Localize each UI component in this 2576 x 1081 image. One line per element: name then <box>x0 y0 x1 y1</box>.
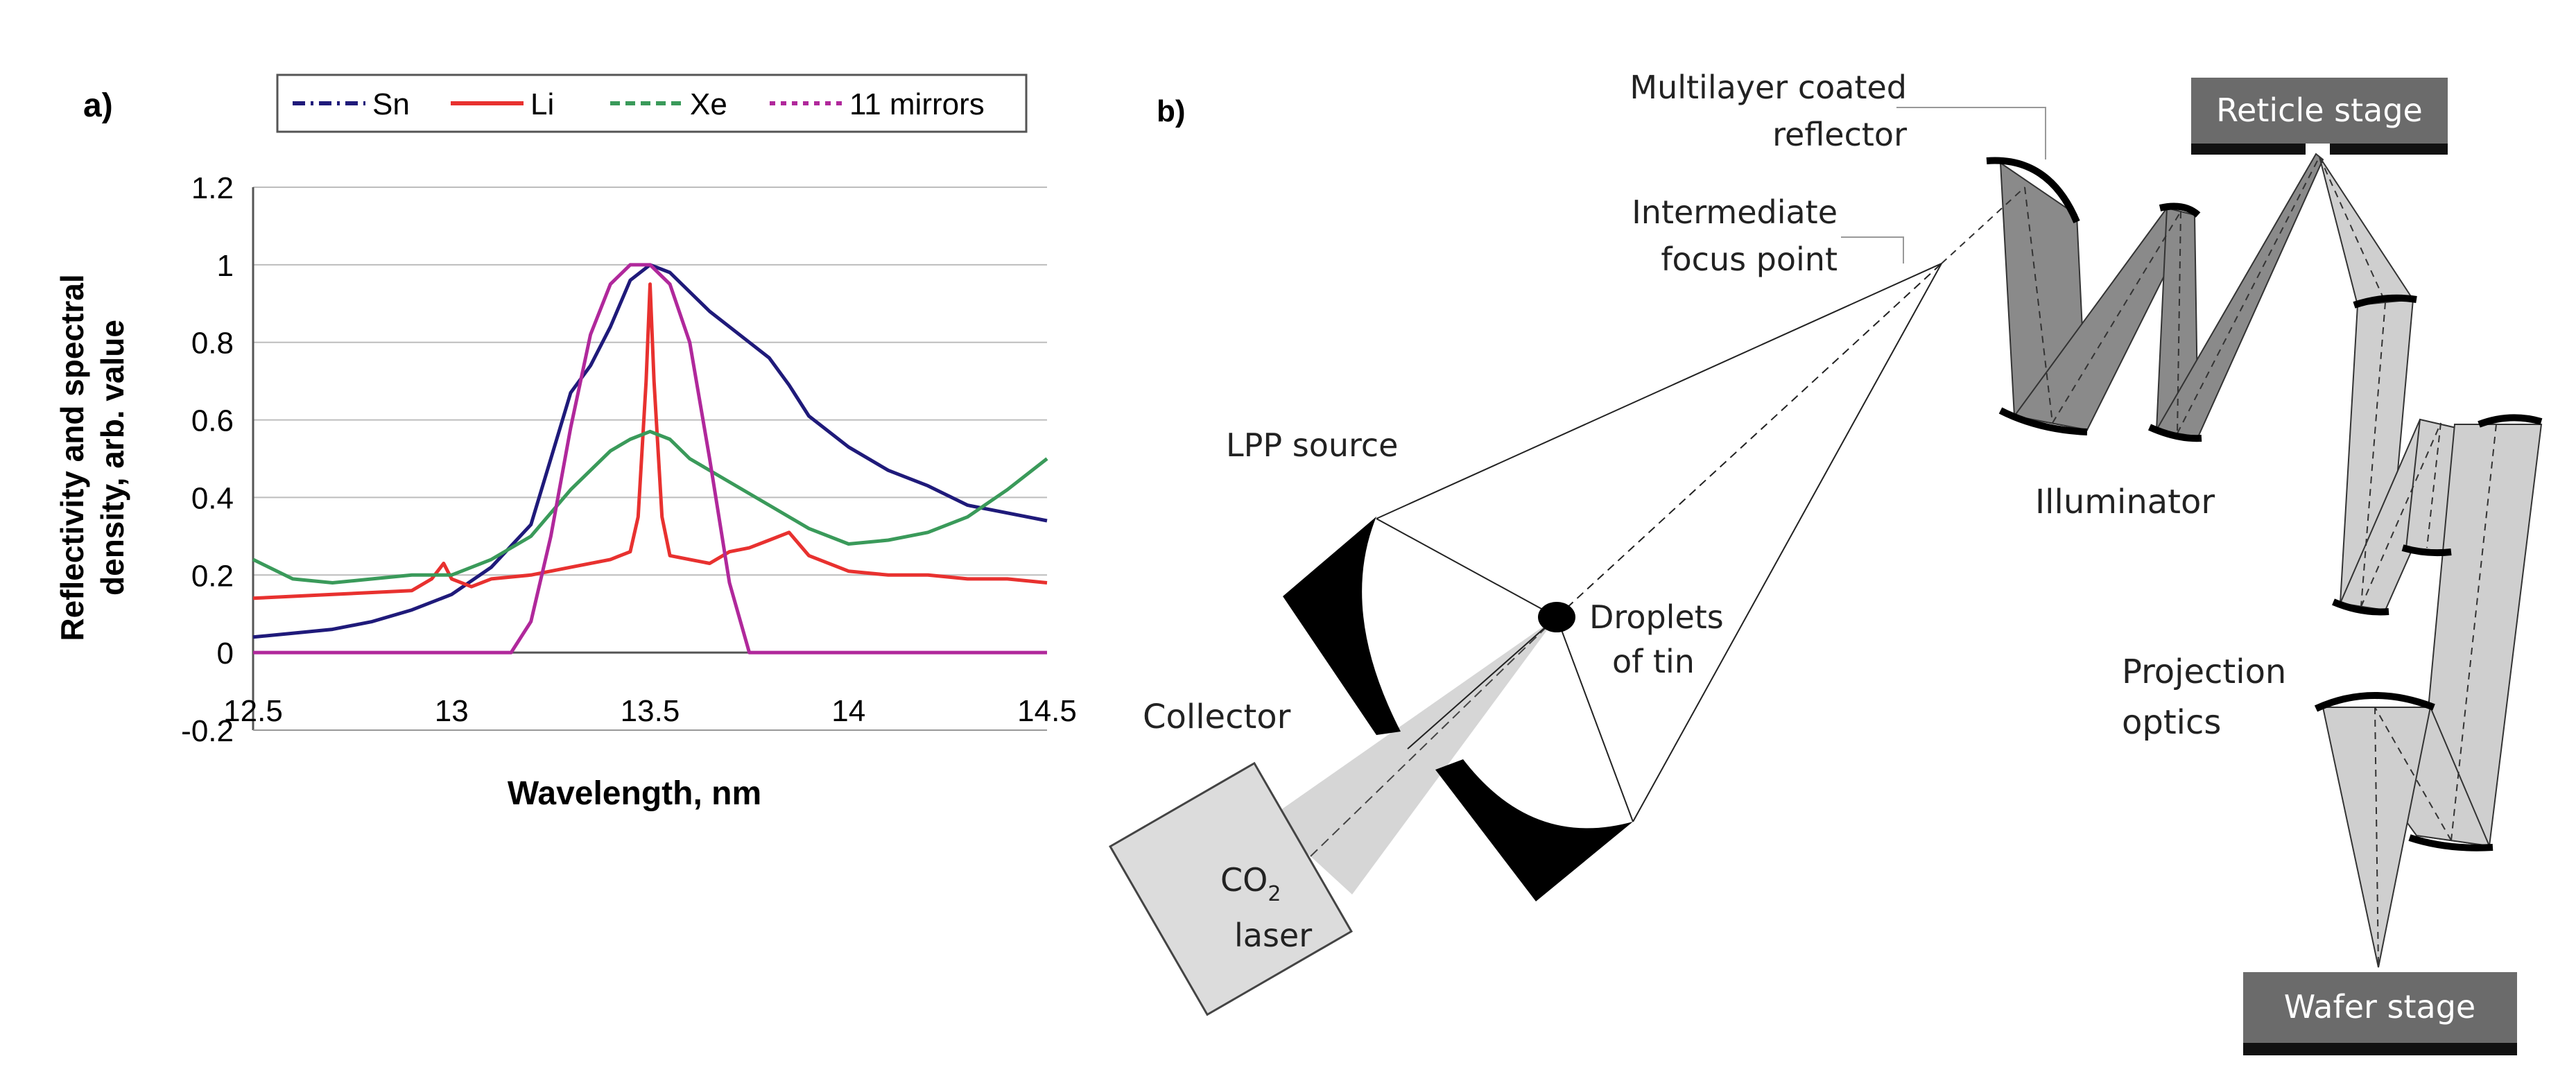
co2-laser <box>1109 761 1353 1017</box>
legend-label-li: Li <box>530 87 554 121</box>
multilayer-label-line2: reflector <box>1772 116 1907 153</box>
multilayer-label-line1: Multilayer coated <box>1630 69 1907 106</box>
intermediate-label-line1: Intermediate <box>1632 193 1838 231</box>
laser-beam <box>1269 617 1557 894</box>
multilayer-leader-line <box>1896 107 2046 159</box>
projection-mirror-2 <box>2332 598 2389 616</box>
series-line-xe <box>252 429 1048 585</box>
y-tick-label: 0.8 <box>191 327 234 361</box>
x-tick-label: 14.5 <box>1017 694 1077 728</box>
panel-b-diagram: b) CO2 laser <box>1109 69 2543 1055</box>
x-tick-label: 12.5 <box>223 694 283 728</box>
wafer-stage-bar <box>2243 1043 2517 1055</box>
reticle-stage-bar-left <box>2191 144 2306 155</box>
series-line-sn <box>252 263 1048 639</box>
intermediate-label-line2: focus point <box>1661 241 1838 278</box>
co2-subscript: 2 <box>1268 882 1281 906</box>
panel-a-chart: a) Sn Li Xe 11 mirrors -0.2 0 0.2 0.4 0.6 0.8 1 1.… <box>54 73 1077 812</box>
x-tick-label: 13 <box>435 694 469 728</box>
y-tick-label: 1 <box>217 249 234 283</box>
plot-tick-labels: -0.2 0 0.2 0.4 0.6 0.8 1 1.2 12.5 13 13.5 14 14.5 <box>181 171 1077 748</box>
wafer-stage-label: Wafer stage <box>2284 988 2475 1026</box>
y-tick-label: 0.4 <box>191 481 234 515</box>
illuminator-mirror-3 <box>2159 202 2201 218</box>
projection-mirror-1 <box>2353 294 2417 309</box>
x-tick-label: 13.5 <box>621 694 680 728</box>
reticle-stage-bar-right <box>2330 144 2448 155</box>
wafer-stage <box>2243 972 2517 1043</box>
lpp-source-label: LPP source <box>1226 426 1399 464</box>
reticle-stage <box>2191 78 2448 144</box>
x-tick-label: 14 <box>831 694 865 728</box>
projection-mirror-4 <box>2478 414 2543 428</box>
y-tick-label: 1.2 <box>191 171 234 205</box>
co2-label: CO2 <box>1220 861 1281 906</box>
y-tick-label: 0.2 <box>191 559 234 593</box>
projection-mirror-5 <box>2408 834 2493 851</box>
legend-label-xe: Xe <box>690 87 727 121</box>
collector-mirror-lower <box>1435 759 1633 901</box>
co2-laser-box <box>1109 761 1353 1017</box>
panel-a-label: a) <box>83 87 113 124</box>
projection-beam-1 <box>2319 156 2414 306</box>
plot-grid <box>253 187 1047 731</box>
y-axis-title-line1: Reflectivity and spectral <box>54 274 90 641</box>
series-line-11-mirrors <box>253 263 1047 655</box>
collector-label: Collector <box>1143 698 1291 736</box>
reticle-stage-label: Reticle stage <box>2216 92 2423 129</box>
series-line-li <box>252 282 1048 600</box>
projection-label-line2: optics <box>2122 703 2221 742</box>
laser-label: laser <box>1234 917 1312 954</box>
intermediate-leader-line <box>1841 236 1904 263</box>
droplets-label-line1: Droplets <box>1589 598 1724 636</box>
chart-legend: Sn Li Xe 11 mirrors <box>276 73 1028 133</box>
y-axis-title: Reflectivity and spectral density, arb. … <box>54 274 130 641</box>
projection-mirror-6 <box>2314 692 2435 712</box>
projection-mirror-3 <box>2401 544 2452 557</box>
laser-beam-axis <box>1310 616 1557 857</box>
plot-series <box>252 263 1048 655</box>
y-axis-title-line2: density, arb. value <box>94 320 130 596</box>
illuminator-mirror-4 <box>2147 424 2202 442</box>
droplets-label-line2: of tin <box>1612 643 1695 680</box>
tin-droplet <box>1538 602 1575 632</box>
illuminator-axis <box>1941 156 2320 434</box>
legend-label-sn: Sn <box>372 87 410 121</box>
illuminator-mirror-2 <box>1998 407 2088 435</box>
panel-b-label: b) <box>1157 94 1186 128</box>
x-axis-title: Wavelength, nm <box>508 775 761 812</box>
projection-axis <box>2319 156 2497 968</box>
y-tick-label: 0 <box>217 637 234 671</box>
multilayer-reflector-mirror <box>1986 157 2080 223</box>
collector-mirror-upper <box>1283 517 1401 735</box>
legend-box <box>276 73 1028 133</box>
collector-rays <box>1376 263 1942 822</box>
projection-label-line1: Projection <box>2122 652 2286 691</box>
illuminator-label: Illuminator <box>2035 483 2215 521</box>
co2-main: CO <box>1220 861 1268 899</box>
y-tick-label: 0.6 <box>191 404 234 438</box>
y-tick-label: -0.2 <box>181 714 234 748</box>
plot-axes <box>252 187 1047 731</box>
legend-label-11-mirrors: 11 mirrors <box>849 87 985 121</box>
